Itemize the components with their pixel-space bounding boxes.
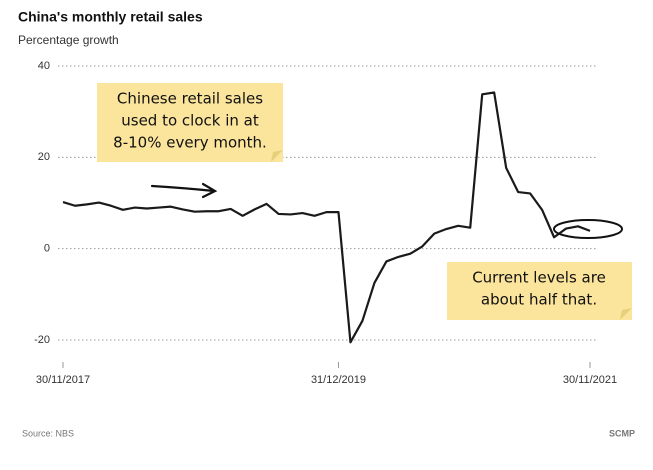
note-fold [620,308,632,320]
y-tick-label: 40 [38,60,50,72]
note-text: 8-10% every month. [113,134,267,152]
note-text: Chinese retail sales [117,90,263,108]
chart-subtitle: Percentage growth [18,33,119,47]
note-text: Current levels are [472,269,606,287]
x-tick-label: 30/11/2021 [563,374,617,386]
y-tick-label: 20 [38,151,50,163]
chart-title: China's monthly retail sales [18,9,203,25]
x-tick-label: 30/11/2017 [36,374,90,386]
note-text: about half that. [481,291,597,309]
credit: SCMP [609,428,635,438]
arrow [150,182,218,199]
y-tick-label: 0 [44,243,50,255]
data-line [62,91,591,344]
x-tick-label: 31/12/2019 [311,374,366,386]
note-box [447,262,632,320]
highlight-circle [553,219,623,239]
source: Source: NBS [22,428,74,438]
note-box [97,83,283,162]
y-tick-label: -20 [34,334,50,346]
note-fold [271,150,283,162]
note-text: used to clock in at [121,112,259,130]
